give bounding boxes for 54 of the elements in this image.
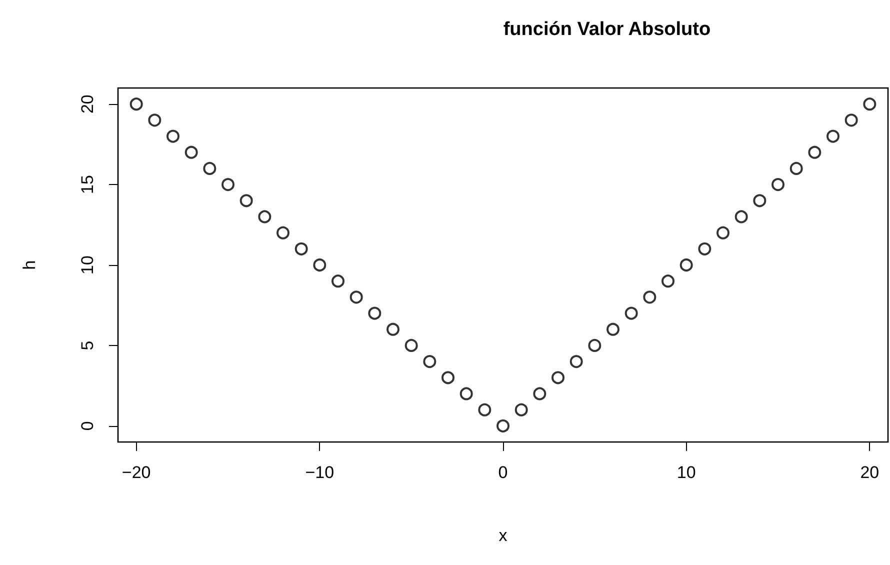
- x-tick-label: −20: [122, 463, 151, 482]
- point: [826, 130, 840, 143]
- y-tick-label: 15: [78, 175, 97, 194]
- point: [734, 210, 748, 224]
- point: [313, 258, 326, 272]
- point: [423, 355, 436, 368]
- x-tick-label: 20: [860, 463, 880, 482]
- y-tick-label: 5: [78, 340, 97, 350]
- y-tick-label: 0: [78, 421, 97, 431]
- x-tick-label: −10: [305, 463, 334, 482]
- point: [588, 338, 602, 352]
- point: [130, 98, 143, 111]
- point: [294, 242, 308, 256]
- point: [460, 387, 473, 400]
- x-tick-label: 0: [498, 463, 508, 482]
- point: [148, 114, 162, 127]
- point: [166, 130, 180, 143]
- point: [624, 306, 638, 320]
- x-tick-label: 10: [676, 463, 696, 482]
- point: [716, 226, 730, 240]
- point: [533, 387, 546, 400]
- point: [404, 338, 418, 352]
- point: [258, 210, 272, 224]
- point: [552, 371, 564, 384]
- point: [698, 242, 712, 256]
- point: [514, 403, 528, 416]
- chart-title: función Valor Absoluto: [503, 19, 711, 40]
- point: [386, 322, 400, 336]
- y-tick-label: 10: [78, 256, 97, 274]
- point: [276, 226, 290, 240]
- point: [863, 98, 876, 111]
- point: [442, 371, 454, 384]
- point: [240, 194, 253, 208]
- point: [332, 274, 344, 288]
- y-axis-title: h: [20, 260, 39, 270]
- point: [643, 290, 656, 304]
- point: [808, 146, 822, 159]
- y-tick-label: 20: [78, 94, 97, 114]
- point: [570, 355, 583, 368]
- point: [662, 274, 674, 288]
- point: [184, 146, 198, 159]
- x-axis-title: x: [498, 526, 508, 545]
- point: [478, 403, 492, 416]
- point: [350, 290, 363, 304]
- point: [772, 178, 784, 192]
- point: [222, 178, 234, 192]
- point: [368, 306, 382, 320]
- point: [203, 162, 216, 175]
- point: [790, 162, 803, 175]
- point: [680, 258, 693, 272]
- point: [496, 419, 510, 432]
- point: [606, 322, 620, 336]
- point: [753, 194, 766, 208]
- point: [844, 114, 858, 127]
